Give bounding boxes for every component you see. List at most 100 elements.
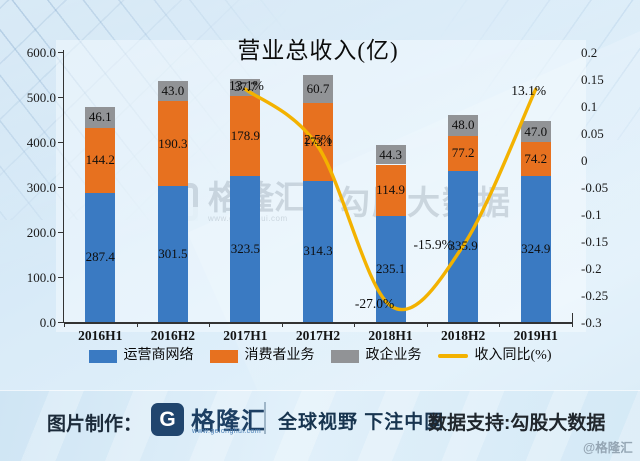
secondary-axis-tick-label: -0.3 (581, 315, 602, 330)
growth-line (243, 87, 538, 312)
legend-item: 政企业务 (330, 348, 422, 364)
y-axis-tick-mark (58, 51, 63, 53)
bar-value-label: 48.0 (451, 117, 475, 133)
x-axis-category-label: 2017H1 (223, 328, 268, 343)
bar-segment (230, 176, 261, 322)
legend-item: 收入同比(%) (437, 348, 552, 364)
legend-swatch (88, 349, 117, 363)
x-axis-tick-mark (136, 323, 138, 327)
y-axis-tick-mark (58, 141, 63, 143)
y-axis-tick-label: 300.0 (26, 180, 56, 195)
growth-value-label: -15.9% (413, 236, 453, 252)
bar-value-label: 43.0 (161, 83, 185, 98)
bar-value-label: 77.2 (451, 145, 475, 161)
growth-value-label: 13.1% (228, 78, 264, 94)
x-axis-tick-mark (209, 323, 211, 327)
secondary-axis-tick-label: 0 (581, 153, 588, 168)
y-axis-tick-mark (58, 186, 63, 188)
bar-value-label: 235.1 (375, 261, 406, 277)
secondary-axis-tick-label: 0.05 (581, 126, 604, 141)
footer-divider (264, 402, 266, 434)
growth-line-path (243, 87, 538, 312)
legend-swatch (209, 349, 238, 363)
footer-band (0, 390, 640, 461)
bar-segment (448, 136, 479, 171)
x-axis-category-label: 2018H2 (441, 328, 486, 343)
bar-value-label: 46.1 (88, 109, 112, 125)
legend-label: 政企业务 (365, 348, 422, 363)
y-axis-tick-label: 600.0 (26, 45, 56, 60)
legend-item: 运营商网络 (88, 348, 194, 364)
bar-segment (303, 180, 333, 322)
legend-swatch (437, 354, 468, 358)
x-axis-category-label: 2016H2 (150, 328, 195, 343)
bar-value-label: 323.5 (230, 241, 261, 257)
bar-segment (230, 95, 261, 177)
bar-segment (157, 81, 188, 101)
x-axis-tick-mark (426, 323, 428, 327)
y-axis-tick-label: 400.0 (26, 135, 56, 150)
bar-segment (157, 100, 188, 187)
growth-value-label: 2.5% (303, 131, 333, 147)
bar-value-label: 324.9 (521, 240, 551, 256)
bar-segment (85, 192, 116, 322)
secondary-axis-tick-label: -0.2 (581, 261, 602, 276)
x-axis-tick-mark (64, 323, 65, 327)
background-corner-lines-top-right (400, 0, 640, 140)
secondary-axis-tick-label: -0.25 (581, 288, 609, 303)
y-axis-tick-label: 0.0 (39, 315, 56, 330)
x-axis-tick-mark (354, 323, 356, 327)
bar-value-label: 144.2 (85, 152, 115, 168)
x-axis-tick-mark (281, 323, 283, 327)
x-axis-category-label: 2019H1 (513, 328, 558, 343)
legend-label: 运营商网络 (123, 348, 194, 363)
secondary-axis-tick-label: 0.1 (581, 99, 598, 114)
bar-value-label: 287.4 (85, 249, 115, 265)
footer-brand-url: www.gelonghui.com (192, 428, 262, 435)
legend-item: 消费者业务 (209, 348, 315, 364)
legend-label: 消费者业务 (244, 348, 315, 363)
bar-segment (520, 175, 551, 322)
x-axis-tick-mark (572, 323, 573, 327)
bar-value-label: 37.7 (234, 79, 257, 95)
footer-slogan: 全球视野 下注中国 (278, 412, 445, 433)
bar-segment (520, 142, 551, 176)
bar-value-label: 60.7 (306, 81, 330, 96)
x-axis-category-label: 2018H1 (368, 328, 413, 343)
x-axis-tick-mark (499, 323, 501, 327)
bar-value-label: 74.2 (524, 151, 548, 167)
footer-corner-watermark: @格隆汇 (583, 441, 633, 455)
bar-value-label: 114.9 (376, 182, 405, 198)
legend-label: 收入同比(%) (474, 348, 552, 363)
bar-segment (375, 144, 406, 165)
y-axis-tick-mark (58, 231, 63, 233)
x-axis-line (64, 322, 572, 324)
bar-value-label: 314.3 (303, 243, 333, 259)
growth-value-label: 13.1% (511, 83, 547, 99)
bar-value-label: 44.3 (379, 146, 402, 162)
chart-legend: 运营商网络 消费者业务 政企业务 收入同比(%) (0, 348, 640, 364)
bar-segment (85, 127, 116, 193)
y-axis-tick-mark (58, 321, 63, 323)
bar-segment (85, 107, 116, 128)
bar-value-label: 335.9 (448, 238, 478, 254)
y-axis-tick-label: 200.0 (26, 225, 56, 240)
y-axis-line (63, 50, 64, 323)
secondary-axis-tick-label: -0.1 (581, 207, 602, 222)
y-axis-tick-label: 100.0 (26, 270, 56, 285)
footer-brand: 格隆汇 (191, 408, 266, 435)
right-axis-tick (572, 313, 573, 323)
bar-segment (230, 78, 261, 96)
bar-segment (520, 121, 551, 143)
bar-value-label: 173.1 (303, 133, 333, 149)
x-axis-category-label: 2017H2 (295, 328, 341, 343)
bar-value-label: 301.5 (158, 246, 188, 262)
footer-streaks (0, 390, 640, 461)
bar-value-label: 178.9 (230, 128, 261, 144)
bar-segment (375, 164, 406, 217)
bar-segment (157, 186, 188, 322)
bar-segment (303, 75, 333, 103)
secondary-axis-tick-label: 0.2 (581, 45, 598, 60)
footer-data-support: 数据支持:勾股大数据 (428, 413, 606, 434)
